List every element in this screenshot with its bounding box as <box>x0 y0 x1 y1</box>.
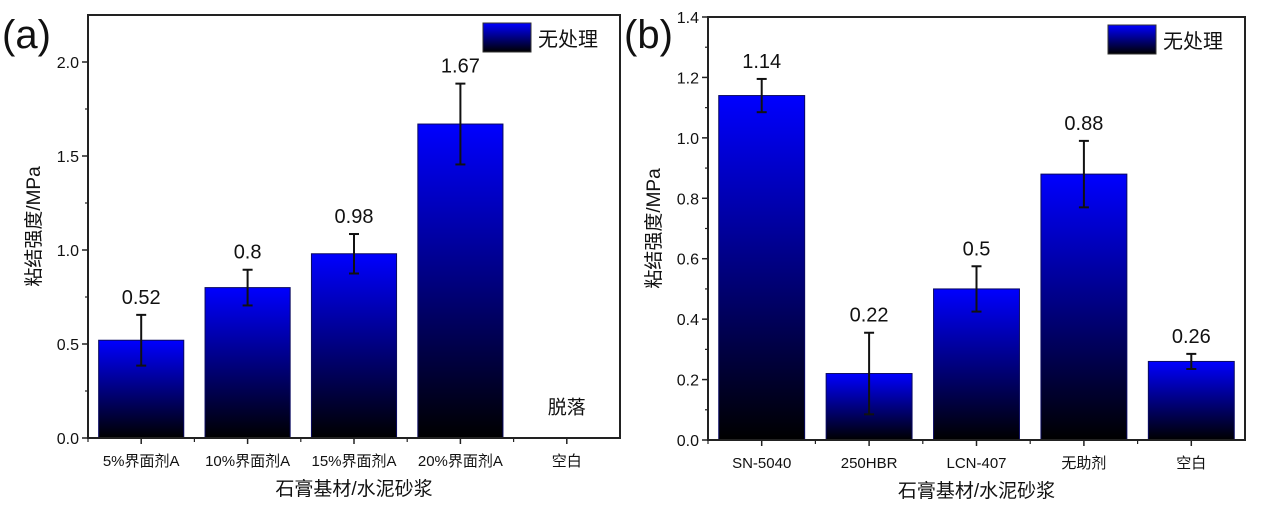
bar <box>1040 173 1128 441</box>
x-tick-label: 10%界面剂A <box>205 453 290 470</box>
y-tick-label: 0.2 <box>677 373 699 390</box>
x-tick-label: SN-5040 <box>732 455 791 472</box>
legend-label: 无处理 <box>1163 30 1223 53</box>
x-axis-title: 石膏基材/水泥砂浆 <box>275 477 432 500</box>
y-tick-label: 0.5 <box>57 337 79 354</box>
annotation-label: 脱落 <box>548 397 586 419</box>
bar <box>204 287 291 439</box>
data-label: 1.67 <box>441 56 480 78</box>
bar <box>1147 360 1235 441</box>
y-tick-label: 1.2 <box>677 70 699 87</box>
x-tick-label: 20%界面剂A <box>418 453 503 470</box>
y-axis-title: 粘结强度/MPa <box>23 166 45 287</box>
y-tick-label: 1.5 <box>57 149 79 166</box>
legend-swatch <box>482 22 532 53</box>
data-label: 0.52 <box>122 287 161 309</box>
x-tick-label: 15%界面剂A <box>311 453 396 470</box>
panel-label: (b) <box>624 13 673 57</box>
data-label: 0.88 <box>1064 113 1103 135</box>
x-tick-label: 无助剂 <box>1061 455 1106 472</box>
x-axis-title: 石膏基材/水泥砂浆 <box>898 479 1055 502</box>
bar <box>310 253 398 439</box>
y-tick-label: 0.4 <box>677 312 699 329</box>
y-tick-label: 0.0 <box>677 433 699 450</box>
data-label: 1.14 <box>742 51 781 73</box>
y-tick-label: 1.0 <box>677 131 699 148</box>
chart-panel-a: 0.52 0.8 0.98 1.67 0.0 0.5 1.0 1.5 2.0 5%界面剂A 10%界… <box>2 13 621 500</box>
y-tick-label: 0.8 <box>677 191 699 208</box>
bar <box>718 95 806 441</box>
legend-swatch <box>1107 24 1157 55</box>
y-tick-label: 2.0 <box>57 55 79 72</box>
bar <box>417 123 504 439</box>
y-tick-label: 1.0 <box>57 243 79 260</box>
legend-label: 无处理 <box>538 28 598 51</box>
data-label: 0.22 <box>850 305 889 327</box>
x-tick-label: LCN-407 <box>946 455 1006 472</box>
y-tick-label: 0.0 <box>57 431 79 448</box>
y-tick-label: 1.4 <box>677 10 699 27</box>
x-tick-label: 250HBR <box>841 455 898 472</box>
chart-panel-b: 1.14 0.22 0.5 0.88 0.26 0.0 0.2 0.4 0.6 0.8 1.0 1.2… <box>624 10 1246 502</box>
y-axis-title: 粘结强度/MPa <box>643 168 665 289</box>
x-tick-label: 空白 <box>552 453 582 470</box>
x-tick-label: 5%界面剂A <box>103 453 180 470</box>
panel-label: (a) <box>2 13 51 57</box>
x-tick-label: 空白 <box>1176 455 1206 472</box>
data-label: 0.8 <box>234 242 262 264</box>
data-label: 0.98 <box>335 206 374 228</box>
y-tick-label: 0.6 <box>677 252 699 269</box>
data-label: 0.5 <box>963 238 991 260</box>
data-label: 0.26 <box>1172 326 1211 348</box>
